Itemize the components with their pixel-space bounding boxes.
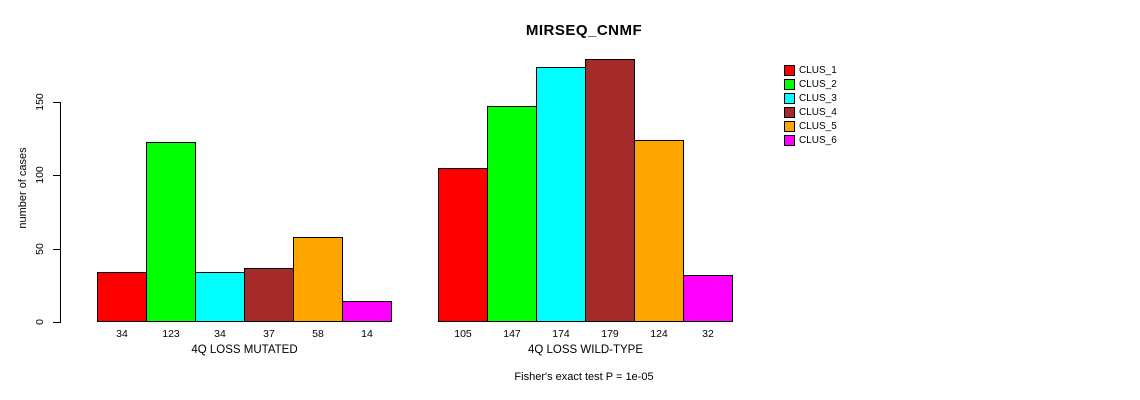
y-tick-mark — [53, 249, 60, 250]
bar-clus_2 — [487, 106, 537, 322]
legend-item: CLUS_2 — [784, 77, 837, 91]
bar-clus_3 — [536, 67, 586, 322]
y-tick-mark — [53, 322, 60, 323]
legend-item: CLUS_1 — [784, 63, 837, 77]
bar-clus_1 — [97, 272, 147, 322]
y-tick-mark — [53, 102, 60, 103]
legend-swatch — [784, 106, 795, 118]
legend-item: CLUS_5 — [784, 119, 837, 133]
bar-clus_5 — [293, 237, 343, 322]
legend-item: CLUS_6 — [784, 133, 837, 147]
y-tick-label: 0 — [34, 319, 46, 325]
x-group-label: 4Q LOSS WILD-TYPE — [527, 344, 644, 356]
bar-clus_5 — [634, 140, 684, 322]
legend-item: CLUS_4 — [784, 105, 837, 119]
y-tick-mark — [53, 175, 60, 176]
bar-value-label: 34 — [214, 328, 226, 340]
bar-value-label: 123 — [162, 328, 180, 340]
bar-clus_3 — [195, 272, 245, 322]
bar-clus_4 — [244, 268, 294, 322]
y-tick-label: 100 — [34, 166, 46, 184]
legend-swatch — [784, 134, 795, 146]
bar-clus_6 — [342, 301, 392, 322]
y-tick-label: 50 — [34, 243, 46, 255]
bar-clus_1 — [438, 168, 488, 322]
bar-value-label: 34 — [116, 328, 128, 340]
bar-value-label: 14 — [361, 328, 373, 340]
bar-value-label: 124 — [650, 328, 668, 340]
legend-label: CLUS_5 — [799, 120, 837, 132]
legend-label: CLUS_4 — [799, 106, 837, 118]
legend-label: CLUS_2 — [799, 78, 837, 90]
legend-label: CLUS_3 — [799, 92, 837, 104]
legend-swatch — [784, 120, 795, 132]
legend-item: CLUS_3 — [784, 91, 837, 105]
legend: CLUS_1 CLUS_2 CLUS_3 CLUS_4 CLUS_5 CLUS_6 — [784, 63, 837, 147]
bar-value-label: 37 — [263, 328, 275, 340]
bar-value-label: 32 — [702, 328, 714, 340]
bar-value-label: 174 — [552, 328, 570, 340]
bar-value-label: 147 — [503, 328, 521, 340]
legend-label: CLUS_1 — [799, 64, 837, 76]
annotation-text: Fisher's exact test P = 1e-05 — [514, 371, 654, 383]
bar-value-label: 179 — [601, 328, 619, 340]
legend-swatch — [784, 92, 795, 104]
legend-label: CLUS_6 — [799, 134, 837, 146]
x-group-label: 4Q LOSS MUTATED — [191, 344, 298, 356]
y-axis-label: number of cases — [17, 147, 29, 229]
legend-swatch — [784, 78, 795, 90]
bar-value-label: 58 — [312, 328, 324, 340]
bar-clus_6 — [683, 275, 733, 322]
y-tick-label: 150 — [34, 93, 46, 111]
legend-swatch — [784, 64, 795, 76]
bar-clus_2 — [146, 142, 196, 322]
y-axis-line — [60, 102, 61, 323]
bar-clus_4 — [585, 59, 635, 322]
bar-value-label: 105 — [454, 328, 472, 340]
chart-title: MIRSEQ_CNMF — [525, 22, 643, 39]
